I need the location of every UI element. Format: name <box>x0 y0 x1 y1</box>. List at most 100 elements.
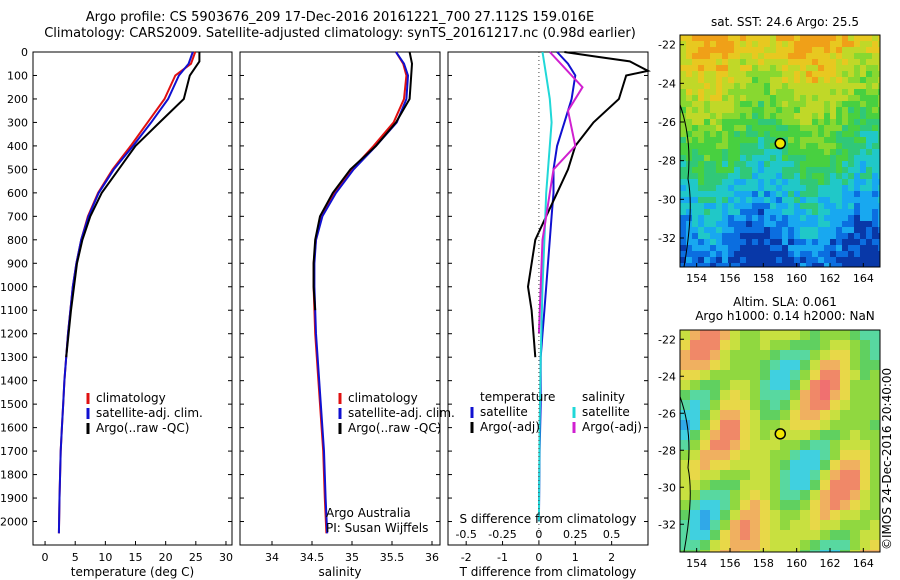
y-tick-label: 1800 <box>0 469 28 482</box>
sst-map-title: sat. SST: 24.6 Argo: 25.5 <box>711 15 859 29</box>
sla-map-title-2: Argo h1000: 0.14 h2000: NaN <box>695 309 875 323</box>
x-tick-label: 35 <box>345 551 359 564</box>
x-tick-label: 36 <box>425 551 439 564</box>
lat-tick-label: -24 <box>658 77 676 90</box>
y-tick-label: 900 <box>7 257 28 270</box>
y-tick-label: 500 <box>7 163 28 176</box>
y-tick-label: 1900 <box>0 492 28 505</box>
y-tick-label: 1700 <box>0 445 28 458</box>
y-tick-label: 800 <box>7 234 28 247</box>
s-tick-label: -0.5 <box>455 528 476 541</box>
s-tick-label: 0 <box>535 528 542 541</box>
coastline <box>680 104 691 267</box>
x-tick-label: 10 <box>98 551 112 564</box>
s-tick-label: 0.5 <box>603 528 621 541</box>
title-line-1: Argo profile: CS 5903676_209 17-Dec-2016… <box>85 10 595 25</box>
x-tick-label: 25 <box>189 551 203 564</box>
copyright-text: ©IMOS 24-Dec-2016 20:40:00 <box>880 367 894 550</box>
pi-annotation: PI: Susan Wijffels <box>326 521 428 535</box>
s-tick-label: -0.25 <box>488 528 516 541</box>
x-tick-label: 30 <box>219 551 233 564</box>
lon-tick-label: 160 <box>786 557 807 570</box>
x-tick-label: 15 <box>129 551 143 564</box>
x-tick-label: 5 <box>72 551 79 564</box>
lat-tick-label: -28 <box>658 155 676 168</box>
legend-title-salinity: salinity <box>582 390 625 404</box>
x-tick-label: -2 <box>461 551 472 564</box>
salinity-frame <box>239 51 441 546</box>
legend-label: Argo(..raw -QC) <box>348 421 441 435</box>
difference-extras: -0.5 -0.25 0 0.25 0.5 S difference from clima… <box>455 52 642 545</box>
x-tick-label: 34 <box>265 551 279 564</box>
lat-tick-label: -30 <box>658 193 676 206</box>
lat-tick-label: -32 <box>658 232 676 245</box>
coastline <box>680 396 691 552</box>
sla-map-field <box>680 330 880 552</box>
legend-label: climatology <box>96 391 166 405</box>
temperature-panel: 0100200300400500600700800900100011001200… <box>0 46 233 579</box>
lon-tick-label: 160 <box>786 272 807 285</box>
y-tick-label: 200 <box>7 93 28 106</box>
sla-map-frame <box>679 329 881 553</box>
temperature-x-axis-label: temperature (deg C) <box>71 565 194 579</box>
series-line-satellite-s- <box>537 51 553 522</box>
difference-frame <box>447 51 649 546</box>
y-tick-label: 1100 <box>0 304 28 317</box>
x-tick-label: 0 <box>535 551 542 564</box>
lon-tick-label: 154 <box>686 272 707 285</box>
y-tick-label: 1500 <box>0 398 28 411</box>
chart-title: Argo profile: CS 5903676_209 17-Dec-2016… <box>0 10 680 42</box>
y-tick-label: 1000 <box>0 281 28 294</box>
y-tick-label: 100 <box>7 69 28 82</box>
y-tick-label: 1400 <box>0 375 28 388</box>
sst-map-frame <box>679 34 881 268</box>
source-annotation: Argo Australia <box>326 506 411 520</box>
series-line-satellite-adj-clim- <box>57 51 194 534</box>
lat-tick-label: -26 <box>658 116 676 129</box>
lat-tick-label: -24 <box>658 370 676 383</box>
s-tick-label: 0.25 <box>563 528 588 541</box>
salinity-x-axis-label: salinity <box>318 565 361 579</box>
lon-tick-label: 156 <box>720 272 741 285</box>
lat-tick-label: -30 <box>658 481 676 494</box>
y-tick-label: 400 <box>7 140 28 153</box>
x-tick-label: 1 <box>572 551 579 564</box>
lat-tick-label: -22 <box>658 333 676 346</box>
lat-tick-label: -22 <box>658 39 676 52</box>
title-line-2: Climatology: CARS2009. Satellite-adjuste… <box>44 26 636 41</box>
sla-map-title-1: Altim. SLA: 0.061 <box>733 295 837 309</box>
y-tick-label: 1600 <box>0 422 28 435</box>
series-line-argo-raw-qc- <box>312 51 414 311</box>
difference-x-axis-label: T difference from climatology <box>459 565 637 579</box>
argo-float-marker <box>774 428 787 440</box>
y-tick-label: 600 <box>7 187 28 200</box>
x-tick-label: 35.5 <box>380 551 405 564</box>
legend-label: Argo(-adj) <box>582 420 642 434</box>
legend-label: satellite <box>582 405 630 419</box>
temperature-frame <box>32 51 233 546</box>
sla-map-panel: 154 156 158 160 162 164 -22 -24 -26 -28 -30 -32 <box>658 329 881 570</box>
y-tick-label: 1200 <box>0 328 28 341</box>
legend-label: satellite-adj. clim. <box>96 406 203 420</box>
legend-title-temperature: temperature <box>480 390 555 404</box>
legend-label: Argo(..raw -QC) <box>96 421 189 435</box>
salinity-panel: 34 34.5 35 35.5 36 salinity <box>239 51 441 579</box>
y-tick-label: 0 <box>21 46 28 59</box>
x-tick-label: 2 <box>608 551 615 564</box>
legend-label: climatology <box>348 391 418 405</box>
lon-tick-label: 158 <box>753 557 774 570</box>
lat-tick-label: -32 <box>658 518 676 531</box>
lon-tick-label: 162 <box>820 557 841 570</box>
s-axis-label: S difference from climatology <box>460 512 637 526</box>
series-line-argo-raw-qc- <box>65 52 201 358</box>
lon-tick-label: 164 <box>853 557 874 570</box>
difference-panel: -2 -1 0 1 2T difference from climatology <box>447 51 651 579</box>
lon-tick-label: 156 <box>720 557 741 570</box>
x-tick-label: 20 <box>159 551 173 564</box>
x-tick-label: 0 <box>42 551 49 564</box>
legend-label: satellite <box>480 405 528 419</box>
y-tick-label: 1300 <box>0 351 28 364</box>
